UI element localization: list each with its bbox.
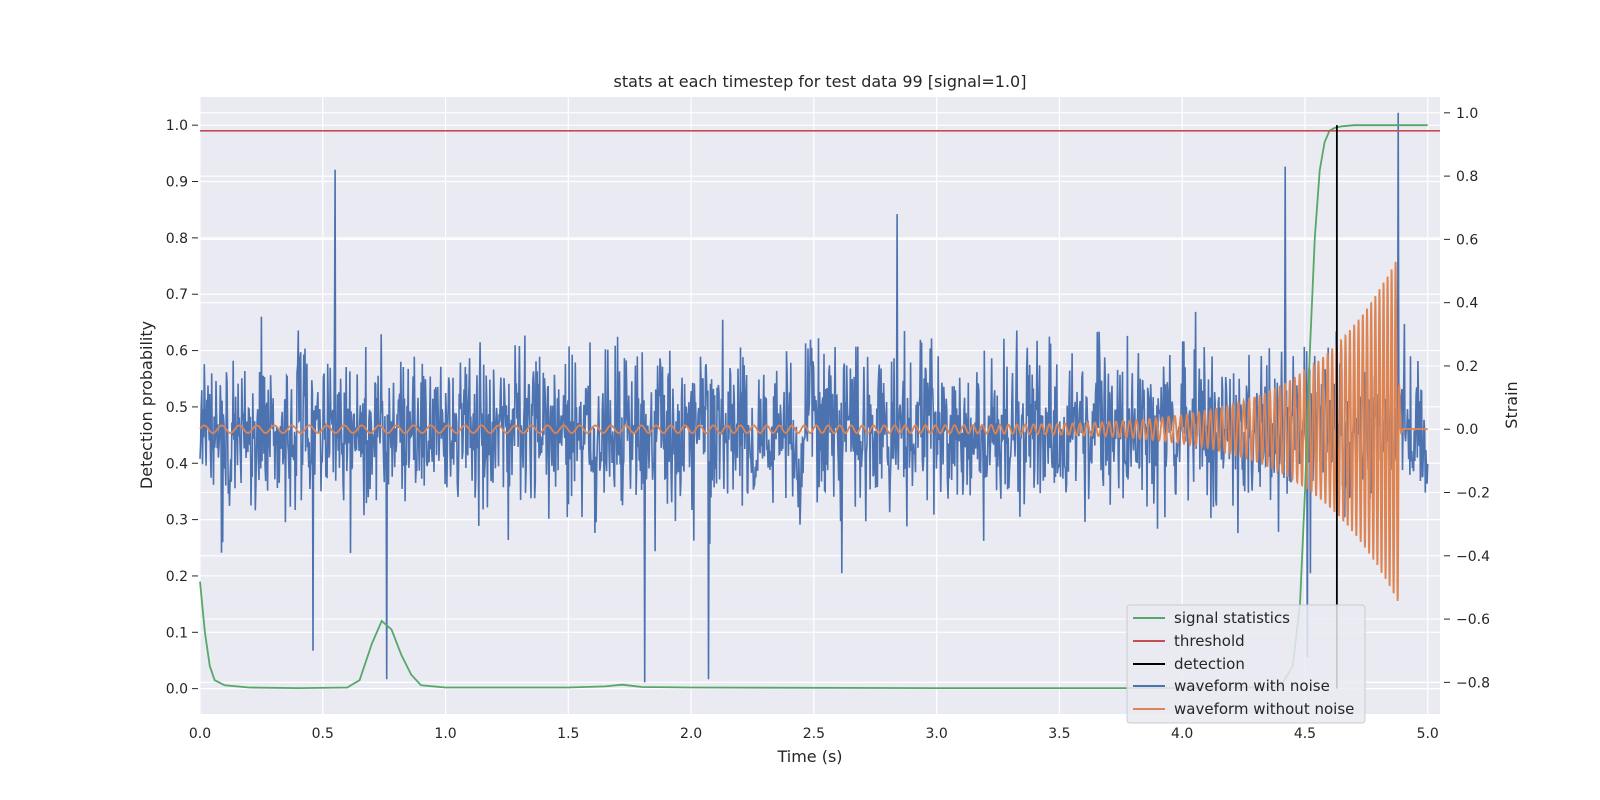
y-tick-label: 0.6 — [166, 344, 188, 360]
right-tick-label: −0.6 — [1456, 612, 1490, 628]
series-layer — [199, 112, 1440, 690]
x-axis-ticks: 0.0 0.5 1.0 1.5 2.0 2.5 3.0 3.5 4.0 4.5 5.0 — [189, 726, 1439, 742]
y-tick-label: 0.4 — [166, 456, 188, 472]
x-tick-label: 2.0 — [680, 726, 702, 742]
y-axis-label: Detection probability — [137, 321, 156, 489]
right-tick-label: 1.0 — [1456, 106, 1478, 122]
right-tick-label: 0.2 — [1456, 359, 1478, 375]
x-axis-label: Time (s) — [776, 747, 842, 766]
x-tick-label: 0.5 — [312, 726, 334, 742]
right-axis-label: Strain — [1502, 381, 1521, 428]
x-tick-label: 4.0 — [1171, 726, 1193, 742]
y-tick-label: 0.2 — [166, 569, 188, 585]
y-tick-label: 0.3 — [166, 513, 188, 529]
y-tick-label: 0.7 — [166, 287, 188, 303]
legend-label-threshold: threshold — [1174, 632, 1245, 650]
legend-label-signal-statistics: signal statistics — [1174, 609, 1290, 627]
right-tick-label: 0.0 — [1456, 422, 1478, 438]
x-tick-label: 5.0 — [1417, 726, 1439, 742]
y-tick-label: 0.9 — [166, 175, 188, 191]
right-tick-label: 0.8 — [1456, 169, 1478, 185]
chart-title: stats at each timestep for test data 99 … — [614, 72, 1027, 91]
y-tick-label: 0.0 — [166, 682, 188, 698]
legend-label-waveform-without-noise: waveform without noise — [1174, 700, 1354, 718]
x-tick-label: 2.5 — [803, 726, 825, 742]
legend-label-waveform-with-noise: waveform with noise — [1174, 677, 1330, 695]
series-signal-statistics — [199, 124, 1428, 690]
x-tick-label: 1.5 — [557, 726, 579, 742]
y-axis-ticks: 0.0 0.1 0.2 0.3 0.4 0.5 0.6 0.7 0.8 0.9 1.0 — [166, 118, 198, 698]
right-tick-label: −0.4 — [1456, 549, 1490, 565]
x-tick-label: 3.0 — [926, 726, 948, 742]
x-tick-label: 3.5 — [1048, 726, 1070, 742]
right-axis-ticks: −0.8 −0.6 −0.4 −0.2 0.0 0.2 0.4 0.6 0.8 1.0 — [1444, 106, 1490, 691]
series-waveform-with-noise — [199, 112, 1429, 683]
legend-box — [1126, 604, 1366, 724]
series-waveform-without-noise — [199, 261, 1428, 601]
x-tick-label: 0.0 — [189, 726, 211, 742]
right-tick-label: −0.8 — [1456, 675, 1490, 691]
x-tick-label: 4.5 — [1294, 726, 1316, 742]
y-tick-label: 0.8 — [166, 231, 188, 247]
x-tick-label: 1.0 — [434, 726, 456, 742]
y-tick-label: 1.0 — [166, 118, 188, 134]
right-tick-label: −0.2 — [1456, 486, 1490, 502]
y-tick-label: 0.5 — [166, 400, 188, 416]
legend-label-detection: detection — [1174, 655, 1245, 673]
y-tick-label: 0.1 — [166, 625, 188, 641]
legend: signal statistics threshold detection wa… — [1126, 604, 1366, 724]
right-tick-label: 0.4 — [1456, 296, 1478, 312]
right-tick-label: 0.6 — [1456, 232, 1478, 248]
